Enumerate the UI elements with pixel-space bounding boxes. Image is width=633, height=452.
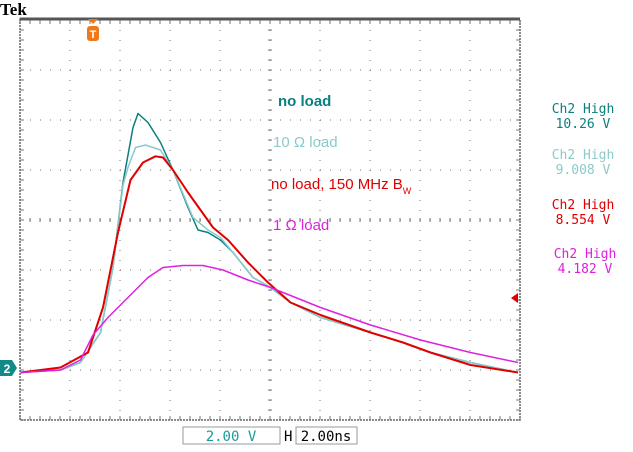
annotation-no-load-150mhz: no load, 150 MHz BW bbox=[271, 176, 412, 196]
channel-2-ground-marker[interactable]: 2 bbox=[0, 360, 17, 376]
trace-2 bbox=[20, 155, 519, 374]
annotation-10-ohm-load: 10 Ω load bbox=[273, 134, 338, 151]
measurement-label: Ch2 High bbox=[554, 247, 617, 262]
measurement-label: Ch2 High bbox=[552, 148, 615, 163]
horizontal-scale-readout: 2.00ns bbox=[301, 429, 352, 445]
vertical-scale-box bbox=[182, 426, 281, 445]
traces bbox=[20, 112, 519, 374]
trigger-level-arrow-icon[interactable] bbox=[511, 293, 518, 303]
trace-1 bbox=[20, 144, 519, 374]
measurement-value: 9.008 V bbox=[556, 163, 611, 178]
trace-3 bbox=[20, 264, 519, 374]
measurement-value: 10.26 V bbox=[556, 117, 611, 132]
annotation-1-ohm-load: 1 Ω load bbox=[273, 217, 329, 234]
tek-brand: Tek bbox=[0, 0, 27, 19]
trigger-label: T bbox=[90, 29, 97, 41]
measurement-label: Ch2 High bbox=[552, 102, 615, 117]
measurement-value: 4.182 V bbox=[558, 262, 613, 277]
horizontal-label: H bbox=[284, 429, 292, 445]
graticule bbox=[19, 19, 521, 421]
channel-marker-icon bbox=[0, 360, 17, 376]
annotation-no-load: no load bbox=[278, 93, 331, 110]
horizontal-scale-box bbox=[295, 426, 358, 445]
measurement-value: 8.554 V bbox=[556, 213, 611, 228]
trigger-badge bbox=[87, 26, 99, 41]
vertical-scale-readout: 2.00 V bbox=[206, 429, 257, 445]
trigger-arrow-icon bbox=[88, 19, 98, 24]
measurement-label: Ch2 High bbox=[552, 198, 615, 213]
channel-label: 2 bbox=[4, 362, 11, 376]
trigger-position-marker[interactable]: T bbox=[87, 19, 99, 41]
